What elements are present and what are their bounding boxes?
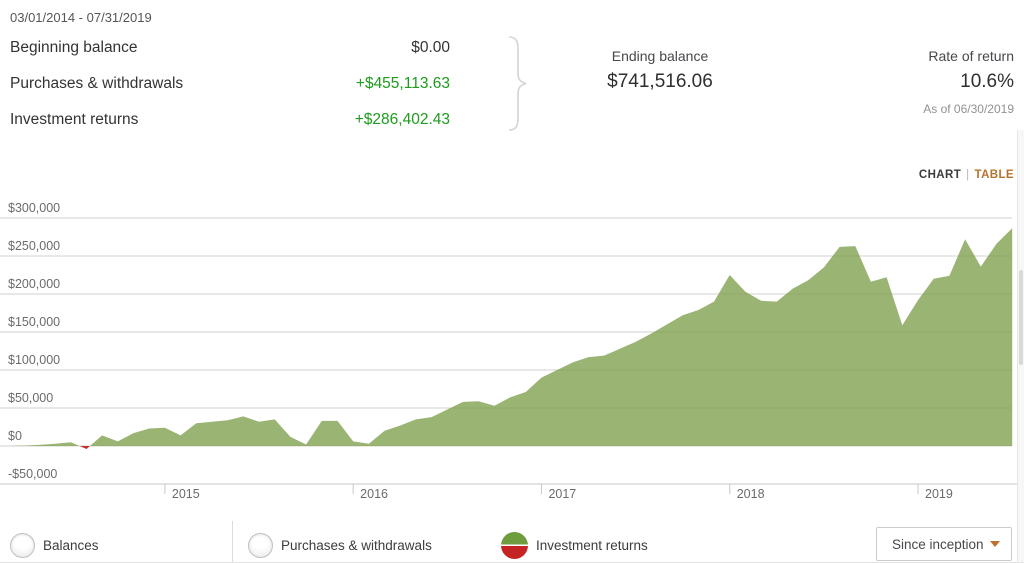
x-axis-tick-label: 2017 <box>548 487 576 501</box>
radio-icon[interactable] <box>248 532 273 558</box>
summary-label: Investment returns <box>10 111 139 128</box>
ending-balance-label: Ending balance <box>611 48 709 64</box>
rate-as-of-date: As of 06/30/2019 <box>923 102 1014 116</box>
toggle-separator: | <box>966 169 970 181</box>
range-selector-value: Since inception <box>892 536 984 552</box>
ending-balance-value: $741,516.06 <box>607 71 713 92</box>
legend-divider <box>232 521 233 562</box>
scrollbar-thumb[interactable] <box>1019 270 1023 365</box>
legend-item-purchases-withdrawals[interactable]: Purchases & withdrawals <box>248 531 432 559</box>
summary-value: $0.00 <box>411 39 450 56</box>
legend-item-label: Purchases & withdrawals <box>281 537 432 553</box>
brace-icon <box>508 36 527 131</box>
chevron-down-icon <box>990 541 1000 547</box>
x-axis-tick-label: 2016 <box>360 487 388 501</box>
range-selector-dropdown[interactable]: Since inception <box>876 527 1012 561</box>
tab-table[interactable]: TABLE <box>974 169 1014 181</box>
y-axis-tick-label: $0 <box>8 429 22 443</box>
y-axis-tick-label: $50,000 <box>8 391 53 405</box>
selected-split-circle-icon[interactable] <box>501 531 528 559</box>
legend-item-label: Balances <box>43 537 99 553</box>
rate-of-return-label: Rate of return <box>928 48 1014 64</box>
view-toggle: CHART | TABLE <box>919 169 1014 181</box>
tab-chart[interactable]: CHART <box>918 169 962 181</box>
ending-balance-block: Ending balance $741,516.06 <box>555 48 765 93</box>
investment-returns-area-series[interactable] <box>8 228 1013 449</box>
rate-of-return-block: Rate of return 10.6% As of 06/30/2019 <box>923 48 1014 116</box>
y-axis-tick-label: $300,000 <box>8 201 60 215</box>
rate-of-return-value: 10.6% <box>960 71 1014 92</box>
summary-row: Investment returns +$286,402.43 <box>10 102 450 138</box>
y-axis-tick-label: $150,000 <box>8 315 60 329</box>
x-axis-tick-label: 2015 <box>172 487 200 501</box>
date-range: 03/01/2014 - 07/31/2019 <box>10 10 152 25</box>
x-axis-tick-label: 2018 <box>737 487 765 501</box>
legend-item-investment-returns[interactable]: Investment returns <box>501 531 648 559</box>
y-axis-tick-label: $250,000 <box>8 239 60 253</box>
summary-value: +$286,402.43 <box>354 111 450 128</box>
chart-area: 2015 2016 2017 2018 2019 $300,000 $250,000 $200… <box>0 195 1024 507</box>
summary-label: Beginning balance <box>10 39 138 56</box>
summary-row: Purchases & withdrawals +$455,113.63 <box>10 66 450 102</box>
legend-item-balances[interactable]: Balances <box>10 531 99 559</box>
legend-item-label: Investment returns <box>536 537 648 553</box>
radio-icon[interactable] <box>10 532 35 558</box>
x-axis-tick-label: 2019 <box>925 487 953 501</box>
summary-label: Purchases & withdrawals <box>10 75 184 92</box>
summary-table: Beginning balance $0.00 Purchases & withdr… <box>10 30 450 138</box>
scrollbar-track[interactable] <box>1017 130 1024 562</box>
y-axis-tick-label: $200,000 <box>8 277 60 291</box>
y-axis-tick-label: $100,000 <box>8 353 60 367</box>
y-axis-tick-label: -$50,000 <box>8 467 57 481</box>
summary-row: Beginning balance $0.00 <box>10 30 450 66</box>
returns-area-chart: 2015 2016 2017 2018 2019 $300,000 $250,000 $200… <box>0 201 1024 501</box>
summary-value: +$455,113.63 <box>355 75 450 92</box>
